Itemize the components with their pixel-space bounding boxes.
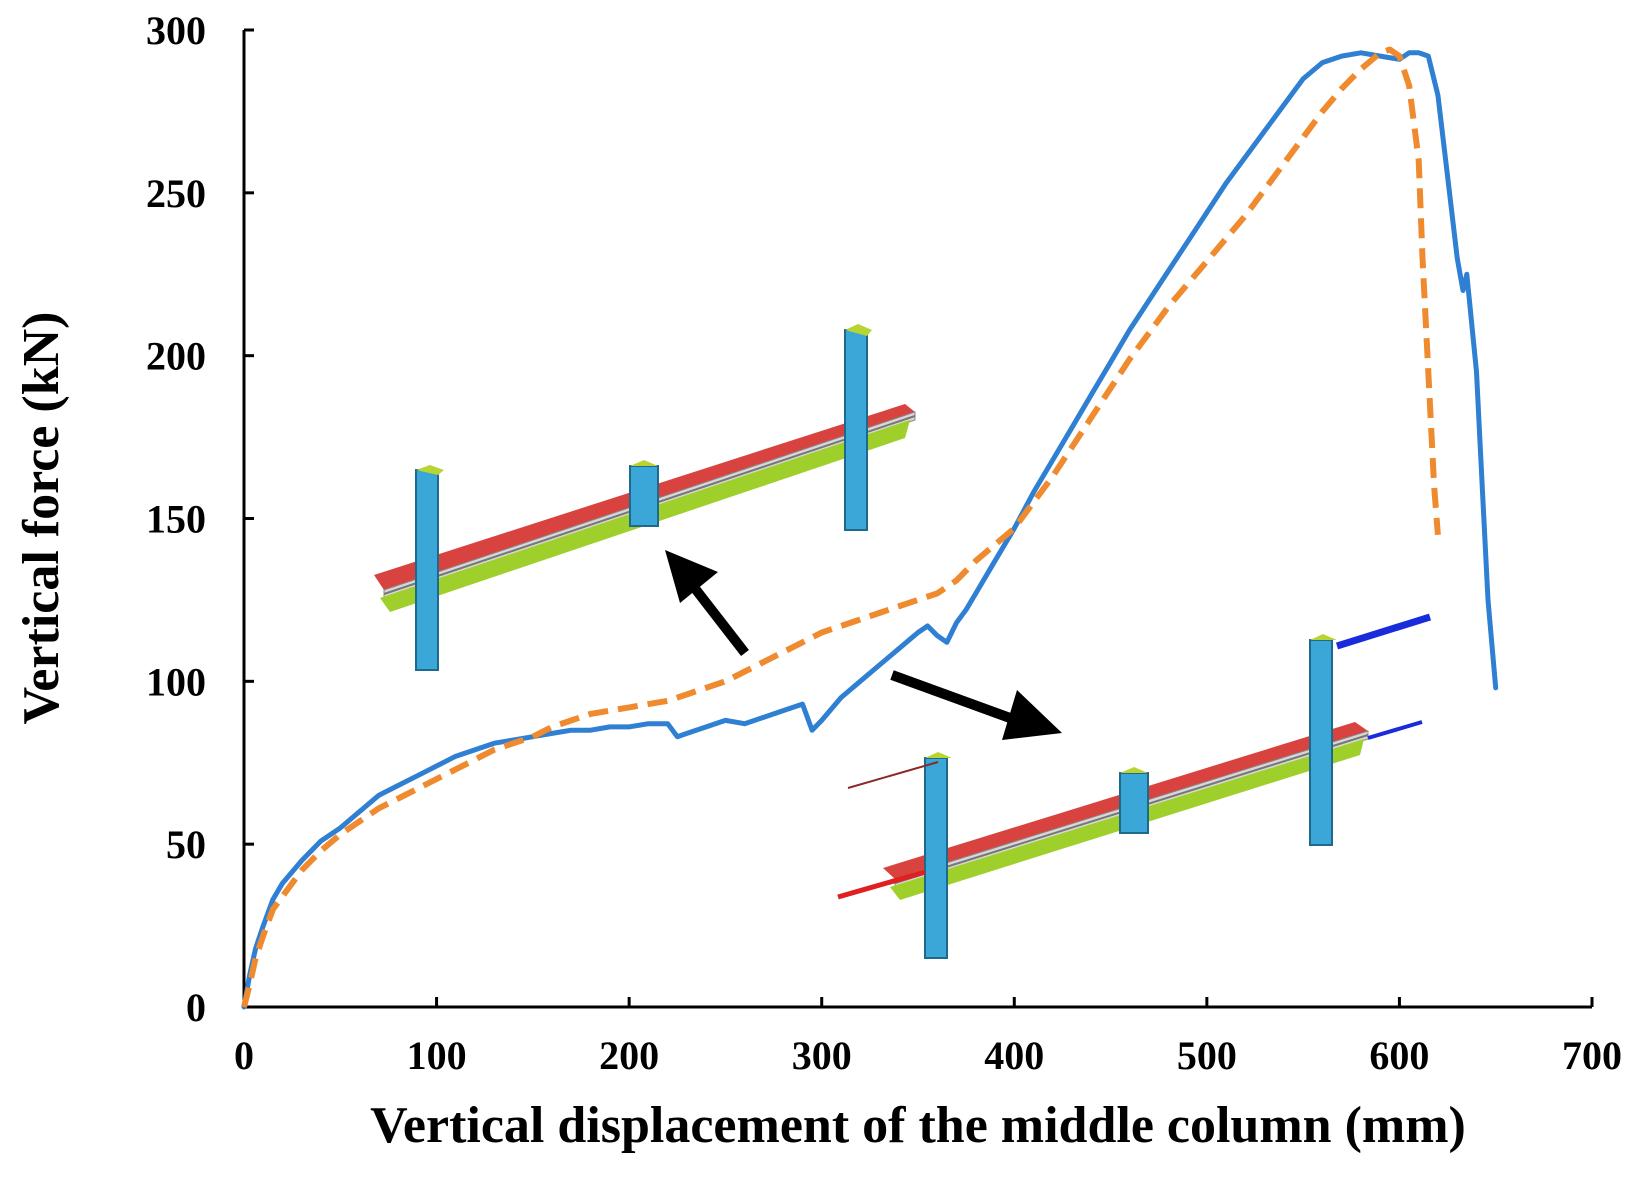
x-tick-label: 500 — [1177, 1033, 1237, 1078]
tick-labels: 0 100 200 300 400 500 600 700 0 50 100 150 200 250 300 — [146, 8, 1622, 1078]
lower-model-inset — [837, 613, 1432, 959]
x-tick-label: 700 — [1562, 1033, 1622, 1078]
y-tick-label: 0 — [186, 985, 206, 1030]
y-tick-label: 50 — [166, 822, 206, 867]
x-tick-label: 0 — [234, 1033, 254, 1078]
x-tick-label: 300 — [792, 1033, 852, 1078]
y-tick-label: 300 — [146, 8, 206, 53]
x-tick-label: 200 — [599, 1033, 659, 1078]
x-tick-label: 400 — [984, 1033, 1044, 1078]
series-layer — [241, 46, 1499, 1010]
y-tick-label: 100 — [146, 659, 206, 704]
series-line-dashed — [241, 46, 1441, 1008]
y-axis-title: Vertical force (kN) — [13, 312, 70, 725]
arrows — [665, 550, 1062, 740]
x-axis-title: Vertical displacement of the middle colu… — [370, 1097, 1466, 1154]
y-tick-label: 150 — [146, 497, 206, 542]
upper-model-inset — [374, 324, 916, 671]
x-tick-label: 100 — [407, 1033, 467, 1078]
y-tick-label: 250 — [146, 171, 206, 216]
y-tick-label: 200 — [146, 334, 206, 379]
x-tick-label: 600 — [1369, 1033, 1429, 1078]
